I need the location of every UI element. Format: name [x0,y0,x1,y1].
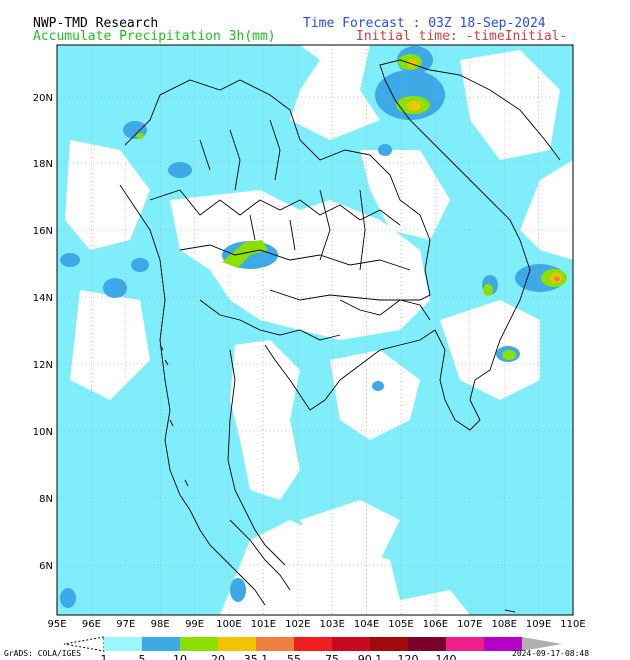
legend-label: 10 [173,653,187,660]
legend-label: 55 [287,653,301,660]
longitude-label: 105E [388,619,413,630]
legend-label: 1 [101,653,108,660]
legend-swatch [180,637,218,651]
legend-swatch [218,637,256,651]
dry-area-laos [360,150,450,240]
longitude-label: 95E [47,619,66,630]
province-lines-south-central [199,299,341,341]
latitude-label: 16N [33,226,53,237]
dry-area-andaman [70,290,150,400]
longitude-labels: 95E 96E 97E 98E 99E 100E 101E 102E 103E 104E 105E 1… [47,619,585,630]
product-subtitle: Accumulate Precipitation 3h(mm) [33,29,276,44]
legend-label: 75 [325,653,339,660]
forecast-time: Time Forecast : 03Z 18-Sep-2024 [303,16,546,31]
legend-label: 120 [398,653,419,660]
dry-area-sea [440,300,540,400]
dry-area-ne [460,50,560,160]
longitude-label: 96E [82,619,101,630]
latitude-label: 8N [39,494,53,505]
precip-layer [57,45,573,615]
legend-swatch [104,637,142,651]
island-marks [159,344,516,613]
longitude-label: 104E [354,619,379,630]
longitude-label: 106E [423,619,448,630]
latitude-label: 6N [39,561,53,572]
grads-credit: GrADS: COLA/IGES [4,649,82,658]
latitude-label: 14N [33,293,53,304]
precip-5mm-patch [60,588,76,608]
generated-timestamp: 2024-09-17-08:48 [512,649,590,658]
legend-swatch [484,637,522,651]
legend-swatch [256,637,294,651]
legend-swatch [294,637,332,651]
precip-10mm-patch [483,284,493,296]
cambodia-border [339,299,431,321]
longitude-label: 99E [185,619,204,630]
province-lines-central [179,244,411,271]
latitude-label: 10N [33,427,53,438]
legend-label: 140 [436,653,457,660]
legend-swatch [446,637,484,651]
map-frame [56,44,574,616]
longitude-label: 97E [116,619,135,630]
precip-10mm-patch [222,240,268,268]
peninsula-east-coast [227,349,286,566]
legend-label: 20 [211,653,225,660]
longitude-label: 107E [457,619,482,630]
product-title: NWP-TMD Research [33,16,159,31]
legend-swatch [370,637,408,651]
precip-10mm-patch [502,350,516,360]
precip-10mm-patch [136,133,144,139]
dry-area-south [300,500,400,570]
precip-5mm-patch [103,278,127,298]
province-lines-inner [199,119,366,271]
latitude-label: 12N [33,360,53,371]
precip-5mm-patch [230,578,246,602]
legend-label: 5 [139,653,146,660]
province-lines-north [149,189,401,226]
longitude-label: 108E [491,619,516,630]
dry-area-gulf [230,340,300,500]
latitude-label: 18N [33,159,53,170]
legend-arrow-high [522,637,562,651]
legend-label: 90.1 [358,653,383,660]
borders [119,59,561,613]
legend-swatch [408,637,446,651]
legend-labels: 1 5 10 20 35.1 55 75 90.1 120 140 [101,653,457,660]
legend-colorbar [63,636,562,652]
longitude-label: 109E [526,619,551,630]
precip-5mm-patch [378,144,392,156]
malaysia-border [229,519,291,591]
northern-border [124,79,431,301]
dry-area-east [330,350,420,440]
precip-5mm-patch [60,253,80,267]
latitude-labels: 20N 18N 16N 14N 12N 10N 8N 6N [33,93,53,572]
vietnam-coast [379,59,561,431]
precip-20mm-core [407,101,421,111]
longitude-label: 110E [560,619,585,630]
legend-swatch [142,637,180,651]
longitude-label: 102E [285,619,310,630]
precip-5mm-patch [372,381,384,391]
longitude-label: 101E [251,619,276,630]
longitude-label: 100E [216,619,241,630]
coastline-west [119,184,266,606]
precip-35mm-core [554,276,560,282]
longitude-label: 98E [151,619,170,630]
dry-area-west [65,140,150,250]
initial-time: Initial time: -timeInitial- [356,29,568,44]
longitude-label: 103E [319,619,344,630]
precip-5mm-patch [131,258,149,272]
precip-5mm-patch [168,162,192,178]
legend-swatch [332,637,370,651]
gulf-coast-east [264,329,436,411]
latitude-label: 20N [33,93,53,104]
legend-label: 35.1 [244,653,269,660]
